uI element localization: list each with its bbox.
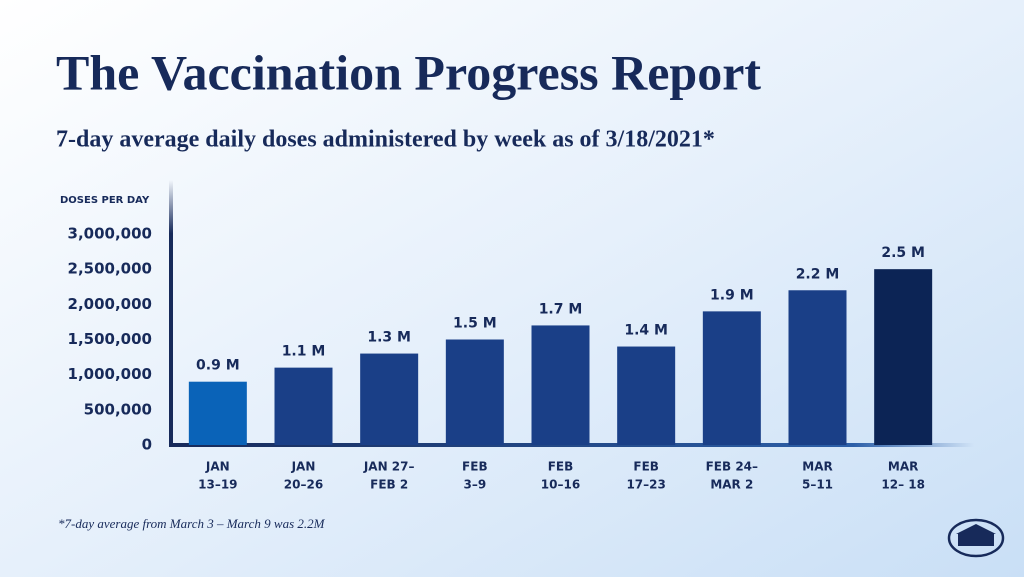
value-label: 2.5 M [881, 245, 925, 261]
footnote: *7-day average from March 3 – March 9 wa… [58, 516, 326, 531]
y-tick-label: 3,000,000 [68, 225, 152, 243]
y-tick-label: 500,000 [84, 400, 152, 418]
x-tick-label: FEB [462, 460, 488, 474]
logo [947, 518, 1005, 558]
x-tick-label: 17–23 [626, 478, 665, 492]
value-label: 1.3 M [367, 330, 411, 346]
y-tick-label: 2,000,000 [68, 295, 152, 313]
x-tick-label: JAN 27– [363, 460, 415, 474]
y-axis [169, 180, 173, 447]
value-label: 2.2 M [796, 266, 840, 282]
value-label: 1.4 M [624, 323, 668, 339]
x-tick-label: 12– 18 [881, 478, 925, 492]
bar [874, 269, 933, 445]
bar [788, 290, 847, 445]
x-tick-label: FEB 24– [706, 460, 758, 474]
x-tick-label: 10–16 [541, 478, 580, 492]
bar [702, 311, 761, 445]
x-tick-label: MAR [802, 460, 832, 474]
y-tick-label: 1,500,000 [68, 330, 152, 348]
x-tick-label: 5–11 [802, 478, 833, 492]
bar [617, 346, 676, 445]
y-tick-label: 0 [142, 436, 152, 454]
bar [445, 339, 504, 445]
bar [360, 353, 419, 445]
bar [188, 381, 247, 445]
x-tick-label: JAN [205, 460, 230, 474]
value-label: 1.9 M [710, 287, 754, 303]
x-tick-label: FEB [633, 460, 659, 474]
value-label: 1.5 M [453, 316, 497, 332]
x-tick-label: MAR 2 [710, 478, 753, 492]
value-label: 1.7 M [539, 301, 583, 317]
y-tick-label: 2,500,000 [68, 260, 152, 278]
x-tick-label: FEB [548, 460, 574, 474]
value-label: 1.1 M [282, 344, 326, 360]
x-tick-label: 20–26 [284, 478, 323, 492]
value-label: 0.9 M [196, 358, 240, 374]
chart-title: The Vaccination Progress Report [56, 44, 761, 100]
x-tick-label: 3–9 [463, 478, 486, 492]
x-tick-label: FEB 2 [370, 478, 408, 492]
bar [274, 367, 333, 445]
x-tick-label: 13–19 [198, 478, 237, 492]
bar [531, 325, 590, 445]
chart-subtitle: 7-day average daily doses administered b… [56, 127, 715, 153]
x-tick-label: MAR [888, 460, 918, 474]
y-tick-label: 1,000,000 [68, 365, 152, 383]
x-tick-label: JAN [291, 460, 316, 474]
y-axis-label: DOSES PER DAY [60, 195, 150, 206]
